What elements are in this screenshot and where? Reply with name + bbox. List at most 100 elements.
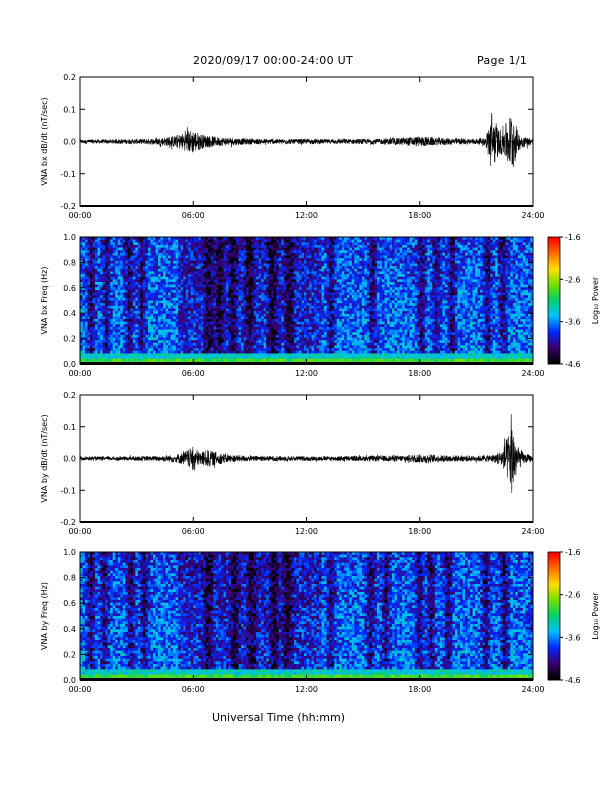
heatmap-cell: [284, 282, 287, 285]
heatmap-cell: [153, 319, 156, 322]
heatmap-cell: [249, 359, 252, 362]
heatmap-cell: [324, 253, 327, 256]
heatmap-cell: [143, 245, 146, 248]
heatmap-cell: [145, 290, 148, 293]
heatmap-cell: [286, 351, 289, 354]
heatmap-cell: [286, 316, 289, 319]
heatmap-cell: [231, 308, 234, 311]
heatmap-cell: [218, 343, 221, 346]
heatmap-cell: [251, 271, 254, 274]
heatmap-cell: [161, 285, 164, 288]
heatmap-cell: [216, 316, 219, 319]
heatmap-cell: [274, 274, 277, 277]
heatmap-cell: [120, 351, 123, 354]
heatmap-cell: [125, 256, 128, 259]
heatmap-cell: [271, 306, 274, 309]
heatmap-cell: [118, 271, 121, 274]
heatmap-cell: [83, 298, 86, 301]
heatmap-cell: [276, 316, 279, 319]
heatmap-cell: [173, 301, 176, 304]
heatmap-cell: [148, 258, 151, 261]
heatmap-cell: [93, 282, 96, 285]
heatmap-cell: [228, 343, 231, 346]
heatmap-cell: [334, 303, 337, 306]
heatmap-cell: [130, 240, 133, 243]
heatmap-cell: [312, 308, 315, 311]
heatmap-cell: [90, 319, 93, 322]
heatmap-cell: [294, 332, 297, 335]
heatmap-cell: [171, 348, 174, 351]
heatmap-cell: [223, 340, 226, 343]
heatmap-cell: [223, 356, 226, 359]
heatmap-cell: [307, 287, 310, 290]
heatmap-cell: [304, 327, 307, 330]
heatmap-cell: [188, 330, 191, 333]
heatmap-cell: [118, 245, 121, 248]
heatmap-cell: [120, 327, 123, 330]
heatmap-cell: [83, 345, 86, 348]
heatmap-cell: [88, 282, 91, 285]
heatmap-cell: [274, 253, 277, 256]
heatmap-cell: [289, 301, 292, 304]
heatmap-cell: [231, 330, 234, 333]
heatmap-cell: [156, 298, 159, 301]
heatmap-cell: [186, 348, 189, 351]
heatmap-cell: [135, 324, 138, 327]
heatmap-cell: [208, 282, 211, 285]
heatmap-cell: [256, 240, 259, 243]
heatmap-cell: [319, 330, 322, 333]
heatmap-cell: [198, 263, 201, 266]
heatmap-cell: [168, 359, 171, 362]
heatmap-cell: [118, 293, 121, 296]
heatmap-cell: [140, 327, 143, 330]
heatmap-cell: [135, 290, 138, 293]
heatmap-cell: [307, 298, 310, 301]
heatmap-cell: [98, 274, 101, 277]
heatmap-cell: [271, 285, 274, 288]
heatmap-cell: [269, 298, 272, 301]
heatmap-cell: [125, 263, 128, 266]
heatmap-cell: [176, 308, 179, 311]
heatmap-cell: [98, 340, 101, 343]
heatmap-cell: [125, 311, 128, 314]
heatmap-cell: [130, 266, 133, 269]
heatmap-cell: [276, 256, 279, 259]
heatmap-cell: [176, 327, 179, 330]
heatmap-cell: [223, 253, 226, 256]
heatmap-cell: [271, 356, 274, 359]
heatmap-cell: [289, 274, 292, 277]
heatmap-cell: [284, 338, 287, 341]
heatmap-cell: [188, 351, 191, 354]
heatmap-cell: [291, 319, 294, 322]
heatmap-cell: [161, 311, 164, 314]
heatmap-cell: [294, 345, 297, 348]
heatmap-cell: [193, 330, 196, 333]
heatmap-cell: [309, 351, 312, 354]
heatmap-cell: [284, 330, 287, 333]
heatmap-cell: [181, 256, 184, 259]
heatmap-cell: [223, 308, 226, 311]
heatmap-cell: [140, 240, 143, 243]
heatmap-cell: [261, 287, 264, 290]
heatmap-cell: [110, 298, 113, 301]
heatmap-cell: [150, 314, 153, 317]
heatmap-cell: [83, 295, 86, 298]
heatmap-cell: [286, 242, 289, 245]
heatmap-cell: [216, 295, 219, 298]
heatmap-cell: [118, 324, 121, 327]
heatmap-cell: [334, 242, 337, 245]
heatmap-cell: [158, 340, 161, 343]
heatmap-cell: [337, 306, 340, 309]
heatmap-cell: [319, 338, 322, 341]
heatmap-cell: [332, 332, 335, 335]
heatmap-cell: [188, 343, 191, 346]
heatmap-cell: [246, 359, 249, 362]
heatmap-cell: [334, 261, 337, 264]
heatmap-cell: [228, 269, 231, 272]
heatmap-cell: [171, 263, 174, 266]
heatmap-cell: [208, 311, 211, 314]
heatmap-cell: [176, 261, 179, 264]
heatmap-cell: [115, 256, 118, 259]
heatmap-cell: [329, 295, 332, 298]
heatmap-cell: [249, 316, 252, 319]
